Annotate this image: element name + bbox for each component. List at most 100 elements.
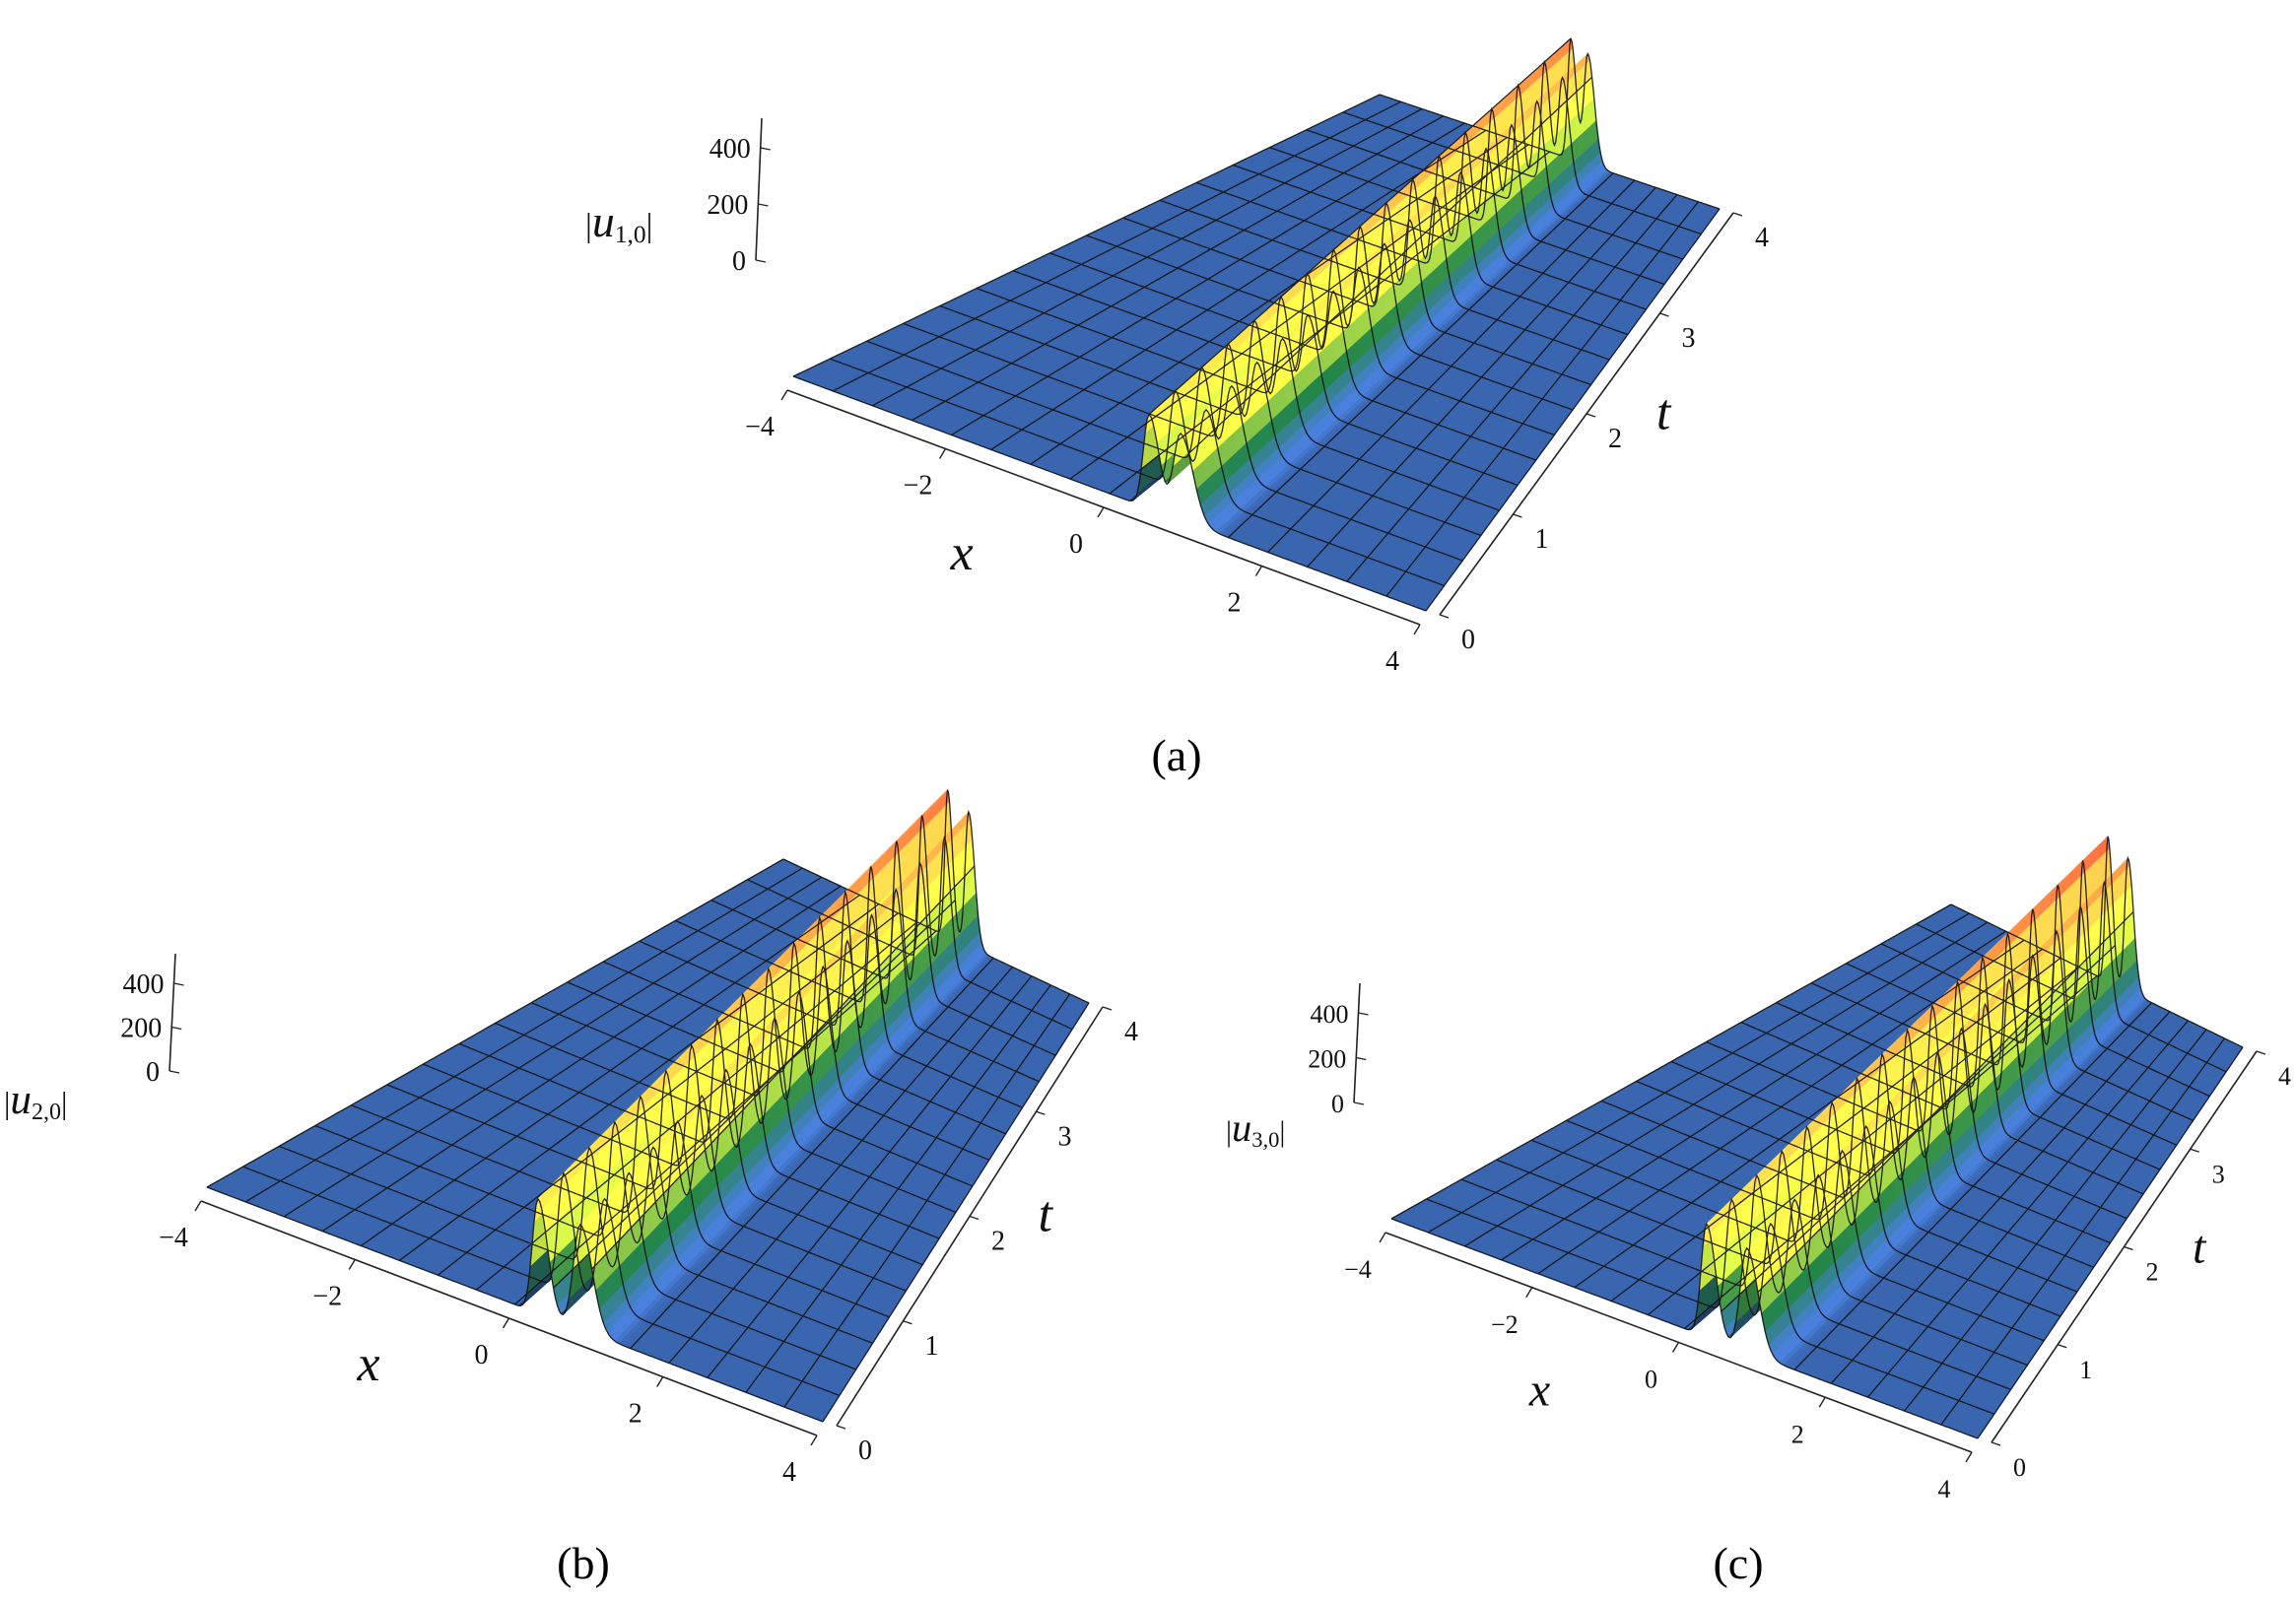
- x-tick-label: −4: [745, 412, 775, 442]
- t-tick-mark: [2256, 1050, 2266, 1055]
- z-tick-label: 400: [122, 969, 164, 1000]
- t-tick-mark: [1659, 312, 1669, 317]
- t-tick-mark: [1102, 1006, 1113, 1011]
- x-tick-mark: [194, 1200, 202, 1212]
- x-tick-mark: [1254, 566, 1263, 576]
- z-tick-mark: [1356, 1056, 1367, 1061]
- surface-mesh: [1390, 835, 2244, 1439]
- panel-label-a: (a): [1151, 730, 1201, 780]
- t-tick-mark: [836, 1425, 846, 1430]
- z-tick-label: 0: [1331, 1090, 1344, 1118]
- surface-gridlines: [792, 37, 1721, 612]
- x-tick-label: −2: [1491, 1310, 1519, 1339]
- t-tick-label: 0: [2013, 1453, 2026, 1482]
- z-axis-label: |u2,0|: [4, 1077, 67, 1125]
- x-tick-mark: [938, 448, 947, 459]
- x-tick-mark: [1097, 506, 1105, 518]
- x-tick-label: 2: [1791, 1420, 1804, 1448]
- z-tick-mark: [755, 259, 767, 263]
- t-tick-mark: [2058, 1344, 2067, 1349]
- t-tick-label: 4: [1755, 223, 1769, 253]
- x-tick-label: 4: [782, 1457, 796, 1488]
- t-tick-mark: [1513, 513, 1522, 518]
- z-tick-label: 0: [146, 1057, 160, 1088]
- x-tick-label: −4: [1344, 1255, 1372, 1284]
- x-tick-mark: [656, 1376, 664, 1387]
- t-tick-label: 0: [858, 1435, 872, 1466]
- x-axis-label: x: [357, 1336, 380, 1392]
- surface-plot-c: −4 −2 0 2 4 0 1 2 3 4 0 200 400 x t |u3,0|: [1226, 835, 2291, 1503]
- x-tick-mark: [1818, 1396, 1826, 1408]
- t-tick-label: 4: [1124, 1017, 1138, 1047]
- t-axis-label: t: [2193, 1222, 2207, 1274]
- x-tick-label: −4: [159, 1223, 188, 1253]
- x-tick-mark: [1525, 1287, 1533, 1299]
- t-tick-label: 0: [1461, 625, 1475, 655]
- tick-labels: −4 −2 0 2 4 0 1 2 3 4 0 200 400: [707, 134, 1769, 677]
- x-tick-mark: [1379, 1232, 1386, 1243]
- panel-label-b: (b): [557, 1538, 610, 1588]
- x-axis-label: x: [950, 525, 974, 581]
- x-tick-label: −2: [312, 1282, 342, 1312]
- x-tick-label: 2: [1228, 588, 1242, 619]
- x-tick-label: 4: [1938, 1475, 1951, 1503]
- z-axis-label: |u1,0|: [585, 196, 652, 248]
- surface-plot-a: −4 −2 0 2 4 0 1 2 3 4 0 200 400 x t |u1,0|: [585, 37, 1769, 677]
- t-tick-mark: [903, 1320, 912, 1325]
- z-axis-label: |u3,0|: [1226, 1105, 1285, 1152]
- t-axis-label: t: [1039, 1186, 1054, 1242]
- x-tick-mark: [780, 389, 788, 401]
- t-tick-mark: [1586, 413, 1596, 418]
- t-tick-mark: [1036, 1110, 1046, 1115]
- t-tick-mark: [2124, 1245, 2133, 1251]
- t-tick-label: 2: [2146, 1258, 2159, 1287]
- x-tick-label: −2: [904, 471, 933, 501]
- t-axis-label: t: [1656, 385, 1672, 441]
- z-tick-mark: [173, 982, 184, 986]
- x-tick-label: 2: [629, 1399, 642, 1430]
- t-tick-mark: [1732, 212, 1743, 217]
- t-tick-mark: [969, 1215, 979, 1221]
- t-tick-label: 3: [1682, 323, 1696, 354]
- tick-labels: −4 −2 0 2 4 0 1 2 3 4 0 200 400: [120, 969, 1138, 1488]
- z-tick-label: 200: [1308, 1045, 1346, 1074]
- tick-labels: −4 −2 0 2 4 0 1 2 3 4 0 200 400: [1308, 1000, 2291, 1503]
- x-tick-mark: [1965, 1451, 1973, 1463]
- t-tick-mark: [1991, 1441, 2001, 1446]
- x-tick-mark: [1413, 624, 1421, 635]
- z-axis-line: [169, 953, 176, 1072]
- x-tick-mark: [348, 1259, 356, 1270]
- z-axis-line: [755, 117, 763, 261]
- t-tick-label: 3: [2212, 1160, 2225, 1188]
- t-tick-label: 1: [2079, 1356, 2092, 1384]
- t-tick-label: 1: [1535, 524, 1549, 555]
- x-tick-mark: [1671, 1342, 1680, 1353]
- t-tick-label: 2: [991, 1227, 1005, 1257]
- z-tick-mark: [1353, 1101, 1365, 1105]
- t-tick-label: 2: [1608, 424, 1622, 454]
- x-tick-label: 0: [1069, 529, 1083, 560]
- z-tick-label: 400: [1311, 1000, 1349, 1029]
- surface-mesh: [206, 788, 1090, 1423]
- surface-gridlines: [1390, 835, 2244, 1439]
- x-axis-label: x: [1528, 1365, 1550, 1417]
- surface-plot-b: −4 −2 0 2 4 0 1 2 3 4 0 200 400 x t |u2,0|: [4, 788, 1138, 1488]
- z-tick-mark: [171, 1026, 182, 1031]
- z-tick-label: 200: [120, 1014, 162, 1044]
- t-tick-mark: [1439, 614, 1450, 619]
- x-tick-mark: [502, 1317, 510, 1329]
- z-tick-mark: [1358, 1012, 1369, 1016]
- z-tick-label: 200: [707, 190, 748, 221]
- z-tick-label: 0: [732, 246, 746, 277]
- z-tick-mark: [758, 203, 769, 207]
- t-tick-label: 1: [925, 1331, 939, 1362]
- z-axis-line: [1353, 982, 1361, 1103]
- x-tick-label: 0: [1645, 1366, 1657, 1394]
- t-tick-label: 3: [1058, 1121, 1072, 1152]
- t-tick-mark: [2190, 1148, 2199, 1153]
- z-tick-label: 400: [709, 134, 751, 165]
- z-tick-mark: [169, 1070, 180, 1074]
- z-tick-mark: [760, 147, 771, 151]
- t-tick-label: 4: [2278, 1062, 2291, 1091]
